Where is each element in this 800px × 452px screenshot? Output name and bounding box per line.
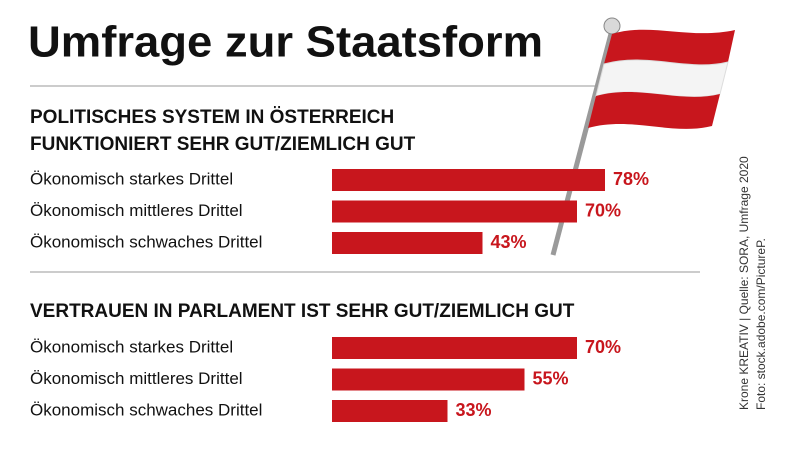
- source-line: Krone KREATIV | Quelle: SORA, Umfrage 20…: [737, 156, 751, 410]
- category-label: Ökonomisch starkes Drittel: [30, 337, 233, 356]
- flag: [550, 17, 735, 256]
- section-title: VERTRAUEN IN PARLAMENT IST SEHR GUT/ZIEM…: [30, 301, 575, 322]
- flag-stripe: [604, 29, 735, 65]
- value-label: 70%: [585, 200, 621, 220]
- category-label: Ökonomisch mittleres Drittel: [30, 201, 243, 220]
- flag-stripe: [588, 92, 720, 129]
- pole-ball: [603, 17, 621, 35]
- bar: [332, 200, 577, 223]
- bar: [332, 337, 577, 359]
- bar: [332, 232, 483, 254]
- value-label: 70%: [585, 337, 621, 357]
- flag-stripe: [595, 59, 729, 98]
- bar: [332, 169, 605, 191]
- value-label: 33%: [456, 400, 492, 420]
- section-title: FUNKTIONIERT SEHR GUT/ZIEMLICH GUT: [30, 134, 416, 155]
- section-title: POLITISCHES SYSTEM IN ÖSTERREICH: [30, 107, 394, 128]
- value-label: 78%: [613, 169, 649, 189]
- value-label: 55%: [533, 368, 569, 388]
- category-label: Ökonomisch schwaches Drittel: [30, 400, 262, 419]
- page-title: Umfrage zur Staatsform: [28, 18, 543, 67]
- category-label: Ökonomisch mittleres Drittel: [30, 369, 243, 388]
- category-label: Ökonomisch starkes Drittel: [30, 169, 233, 188]
- bar: [332, 368, 525, 391]
- bar: [332, 400, 448, 422]
- category-label: Ökonomisch schwaches Drittel: [30, 232, 262, 251]
- value-label: 43%: [491, 232, 527, 252]
- source-line: Foto: stock.adobe.com/PictureP.: [754, 238, 768, 410]
